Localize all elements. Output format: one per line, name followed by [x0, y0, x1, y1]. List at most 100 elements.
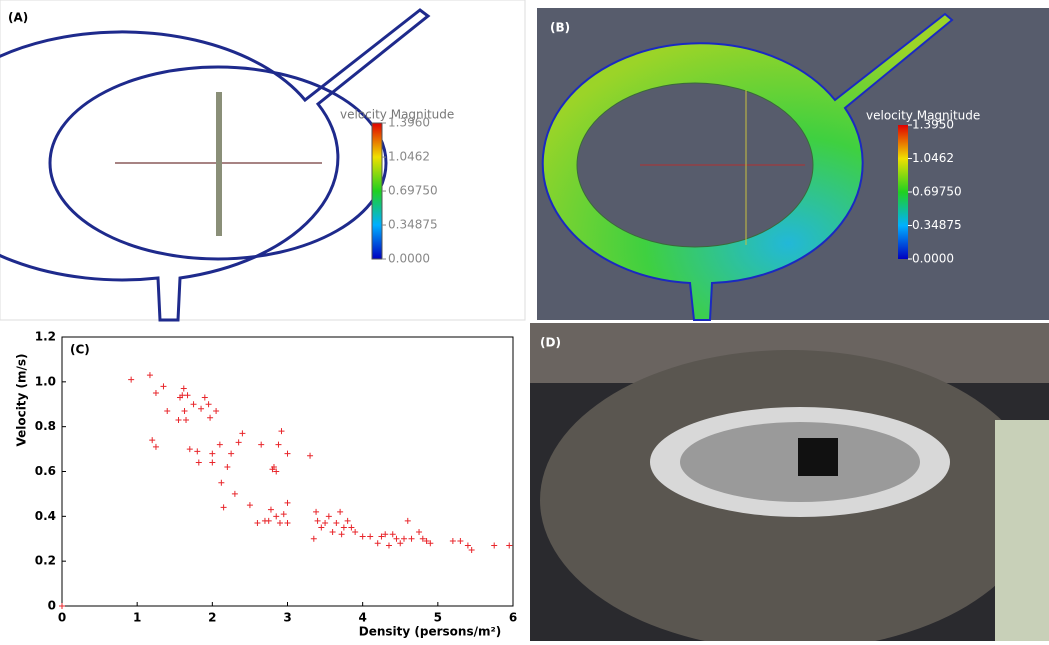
point [175, 416, 182, 423]
point [416, 529, 423, 536]
point [307, 452, 314, 459]
panel-label: (C) [70, 343, 90, 357]
point [216, 441, 223, 448]
point [220, 504, 227, 511]
point [209, 459, 216, 466]
point [382, 531, 389, 538]
panel-label: (B) [550, 21, 570, 35]
point [385, 542, 392, 549]
point [152, 390, 159, 397]
point [265, 517, 272, 524]
x-tick-label: 5 [434, 611, 442, 625]
point [457, 537, 464, 544]
point [179, 392, 186, 399]
point [389, 531, 396, 538]
colorbar-title: velocity Magnitude [340, 108, 454, 122]
domain-outline [0, 8, 431, 322]
point [333, 520, 340, 527]
point [338, 531, 345, 538]
point [278, 428, 285, 435]
point [401, 535, 408, 542]
point [270, 464, 277, 471]
x-axis-label: Density (persons/m²) [359, 625, 501, 639]
point [235, 439, 242, 446]
colorbar-tick-label: 0.34875 [912, 218, 962, 232]
photo-tower [995, 420, 1049, 641]
point [207, 414, 214, 421]
panel-c: (C) Density (persons/m²) Velocity (m/s) [15, 336, 514, 639]
point [318, 524, 325, 531]
point [218, 479, 225, 486]
point [359, 533, 366, 540]
point [149, 437, 156, 444]
point [313, 508, 320, 515]
point [146, 372, 153, 379]
point [201, 394, 208, 401]
point [314, 517, 321, 524]
point [329, 529, 336, 536]
point [506, 542, 513, 549]
point [276, 520, 283, 527]
colorbar-tick-label: 0.0000 [912, 252, 954, 266]
point [310, 535, 317, 542]
point [337, 508, 344, 515]
panel-a-bg [0, 0, 526, 321]
point [464, 542, 471, 549]
point [224, 464, 231, 471]
point [273, 513, 280, 520]
colorbar-tick-label: 0.69750 [388, 184, 438, 198]
point [352, 529, 359, 536]
point [246, 502, 253, 509]
point [284, 450, 291, 457]
point [423, 537, 430, 544]
colorbar-tick-label: 0.0000 [388, 252, 430, 266]
point [491, 542, 498, 549]
x-tick-label: 1 [133, 611, 141, 625]
point [348, 524, 355, 531]
colorbar-tick-label: 1.3950 [912, 118, 954, 132]
colorbar-tick-label: 1.0462 [388, 150, 430, 164]
point [239, 430, 246, 437]
point [194, 448, 201, 455]
point [340, 524, 347, 531]
point [378, 533, 385, 540]
x-tick-label: 3 [283, 611, 291, 625]
point [275, 441, 282, 448]
y-axis-label: Velocity (m/s) [15, 353, 29, 446]
point [344, 517, 351, 524]
panel-label: (A) [8, 11, 28, 25]
point [195, 459, 202, 466]
point [408, 535, 415, 542]
point [183, 416, 190, 423]
point [325, 513, 332, 520]
panel-label: (D) [540, 336, 561, 350]
x-tick-label: 6 [509, 611, 517, 625]
photo-kaaba [798, 438, 838, 476]
point [209, 450, 216, 457]
panel-a: velocity Magnitude (A) [0, 0, 526, 322]
y-tick-label: 0 [48, 599, 56, 613]
point [231, 490, 238, 497]
point [184, 392, 191, 399]
point [198, 405, 205, 412]
panel-b: velocity Magnitude (B) [537, 8, 1049, 321]
point [393, 535, 400, 542]
point [367, 533, 374, 540]
y-tick-label: 0.6 [35, 464, 56, 478]
y-tick-label: 0.2 [35, 554, 56, 568]
point [284, 499, 291, 506]
point [397, 540, 404, 547]
point [164, 407, 171, 414]
axis-rod [216, 92, 222, 236]
point [449, 537, 456, 544]
point [213, 407, 220, 414]
point [468, 546, 475, 553]
x-tick-label: 0 [58, 611, 66, 625]
point [419, 535, 426, 542]
point [180, 385, 187, 392]
point [267, 506, 274, 513]
point [404, 517, 411, 524]
panel-d: (D) [530, 323, 1049, 645]
point [284, 520, 291, 527]
